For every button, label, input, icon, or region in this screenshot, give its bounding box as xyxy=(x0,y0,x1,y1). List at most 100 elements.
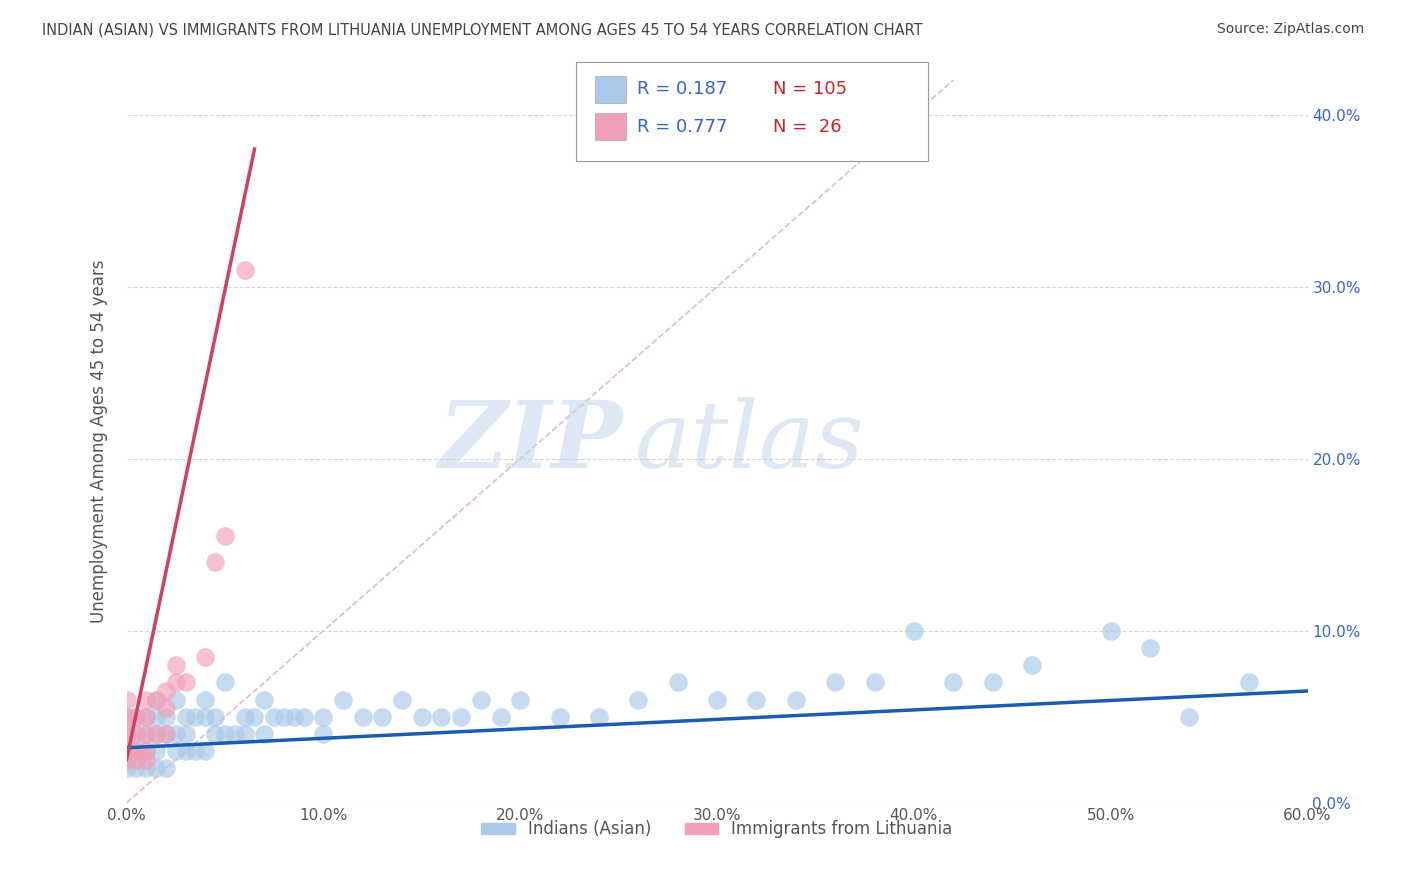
Point xyxy=(165,744,187,758)
Point xyxy=(155,684,177,698)
Point xyxy=(1021,658,1043,673)
Point xyxy=(981,675,1004,690)
Point xyxy=(135,727,157,741)
Point xyxy=(214,727,236,741)
Point xyxy=(263,710,285,724)
Point xyxy=(184,744,207,758)
Point xyxy=(145,692,167,706)
Point xyxy=(165,658,187,673)
Point xyxy=(204,555,226,569)
Point xyxy=(194,649,217,664)
Point xyxy=(411,710,433,724)
Point xyxy=(273,710,295,724)
Point xyxy=(165,727,187,741)
Point xyxy=(785,692,807,706)
Point xyxy=(1237,675,1260,690)
Point xyxy=(233,727,256,741)
Point xyxy=(371,710,394,724)
Point xyxy=(155,727,177,741)
Point xyxy=(243,710,266,724)
Point xyxy=(155,701,177,715)
Point xyxy=(115,761,138,775)
Legend: Indians (Asian), Immigrants from Lithuania: Indians (Asian), Immigrants from Lithuan… xyxy=(475,814,959,845)
Point xyxy=(135,710,157,724)
Point xyxy=(145,692,167,706)
Point xyxy=(1178,710,1201,724)
Point xyxy=(292,710,315,724)
Point xyxy=(283,710,305,724)
Point xyxy=(509,692,531,706)
Point xyxy=(115,727,138,741)
Point xyxy=(115,753,138,767)
Point xyxy=(204,727,226,741)
Point xyxy=(155,710,177,724)
Point xyxy=(312,710,335,724)
Point xyxy=(155,727,177,741)
Point xyxy=(1099,624,1122,638)
Point xyxy=(204,710,226,724)
Point xyxy=(174,744,197,758)
Point xyxy=(125,727,148,741)
Point xyxy=(253,727,276,741)
Text: R = 0.187: R = 0.187 xyxy=(637,80,727,98)
Point xyxy=(1139,640,1161,655)
Point xyxy=(165,692,187,706)
Point xyxy=(125,744,148,758)
Point xyxy=(903,624,925,638)
Point xyxy=(214,529,236,543)
Text: N =  26: N = 26 xyxy=(773,118,842,136)
Point xyxy=(115,727,138,741)
Point xyxy=(194,744,217,758)
Point xyxy=(125,727,148,741)
Point xyxy=(706,692,728,706)
Point xyxy=(214,675,236,690)
Point xyxy=(135,744,157,758)
Point xyxy=(145,710,167,724)
Point xyxy=(489,710,512,724)
Point xyxy=(135,744,157,758)
Point xyxy=(194,692,217,706)
Point xyxy=(135,692,157,706)
Text: INDIAN (ASIAN) VS IMMIGRANTS FROM LITHUANIA UNEMPLOYMENT AMONG AGES 45 TO 54 YEA: INDIAN (ASIAN) VS IMMIGRANTS FROM LITHUA… xyxy=(42,22,922,37)
Text: N = 105: N = 105 xyxy=(773,80,848,98)
Point xyxy=(174,727,197,741)
Point xyxy=(224,727,246,741)
Point xyxy=(174,710,197,724)
Point xyxy=(125,744,148,758)
Text: ZIP: ZIP xyxy=(439,397,623,486)
Point xyxy=(470,692,492,706)
Point xyxy=(135,761,157,775)
Point xyxy=(125,710,148,724)
Point xyxy=(233,262,256,277)
Point xyxy=(942,675,965,690)
Point xyxy=(125,710,148,724)
Point xyxy=(184,710,207,724)
Point xyxy=(125,761,148,775)
Point xyxy=(115,744,138,758)
Point xyxy=(194,710,217,724)
Point xyxy=(548,710,571,724)
Point xyxy=(135,710,157,724)
Point xyxy=(627,692,650,706)
Text: Source: ZipAtlas.com: Source: ZipAtlas.com xyxy=(1216,22,1364,37)
Point xyxy=(155,761,177,775)
Point xyxy=(135,727,157,741)
Point xyxy=(863,675,886,690)
Point xyxy=(145,727,167,741)
Point xyxy=(332,692,354,706)
Point xyxy=(666,675,689,690)
Point xyxy=(135,753,157,767)
Point xyxy=(450,710,472,724)
Point xyxy=(745,692,768,706)
Point xyxy=(430,710,453,724)
Text: R = 0.777: R = 0.777 xyxy=(637,118,727,136)
Point xyxy=(115,744,138,758)
Point xyxy=(824,675,846,690)
Point xyxy=(145,761,167,775)
Point xyxy=(391,692,413,706)
Point xyxy=(588,710,610,724)
Point xyxy=(115,692,138,706)
Point xyxy=(145,744,167,758)
Point xyxy=(115,710,138,724)
Y-axis label: Unemployment Among Ages 45 to 54 years: Unemployment Among Ages 45 to 54 years xyxy=(90,260,108,624)
